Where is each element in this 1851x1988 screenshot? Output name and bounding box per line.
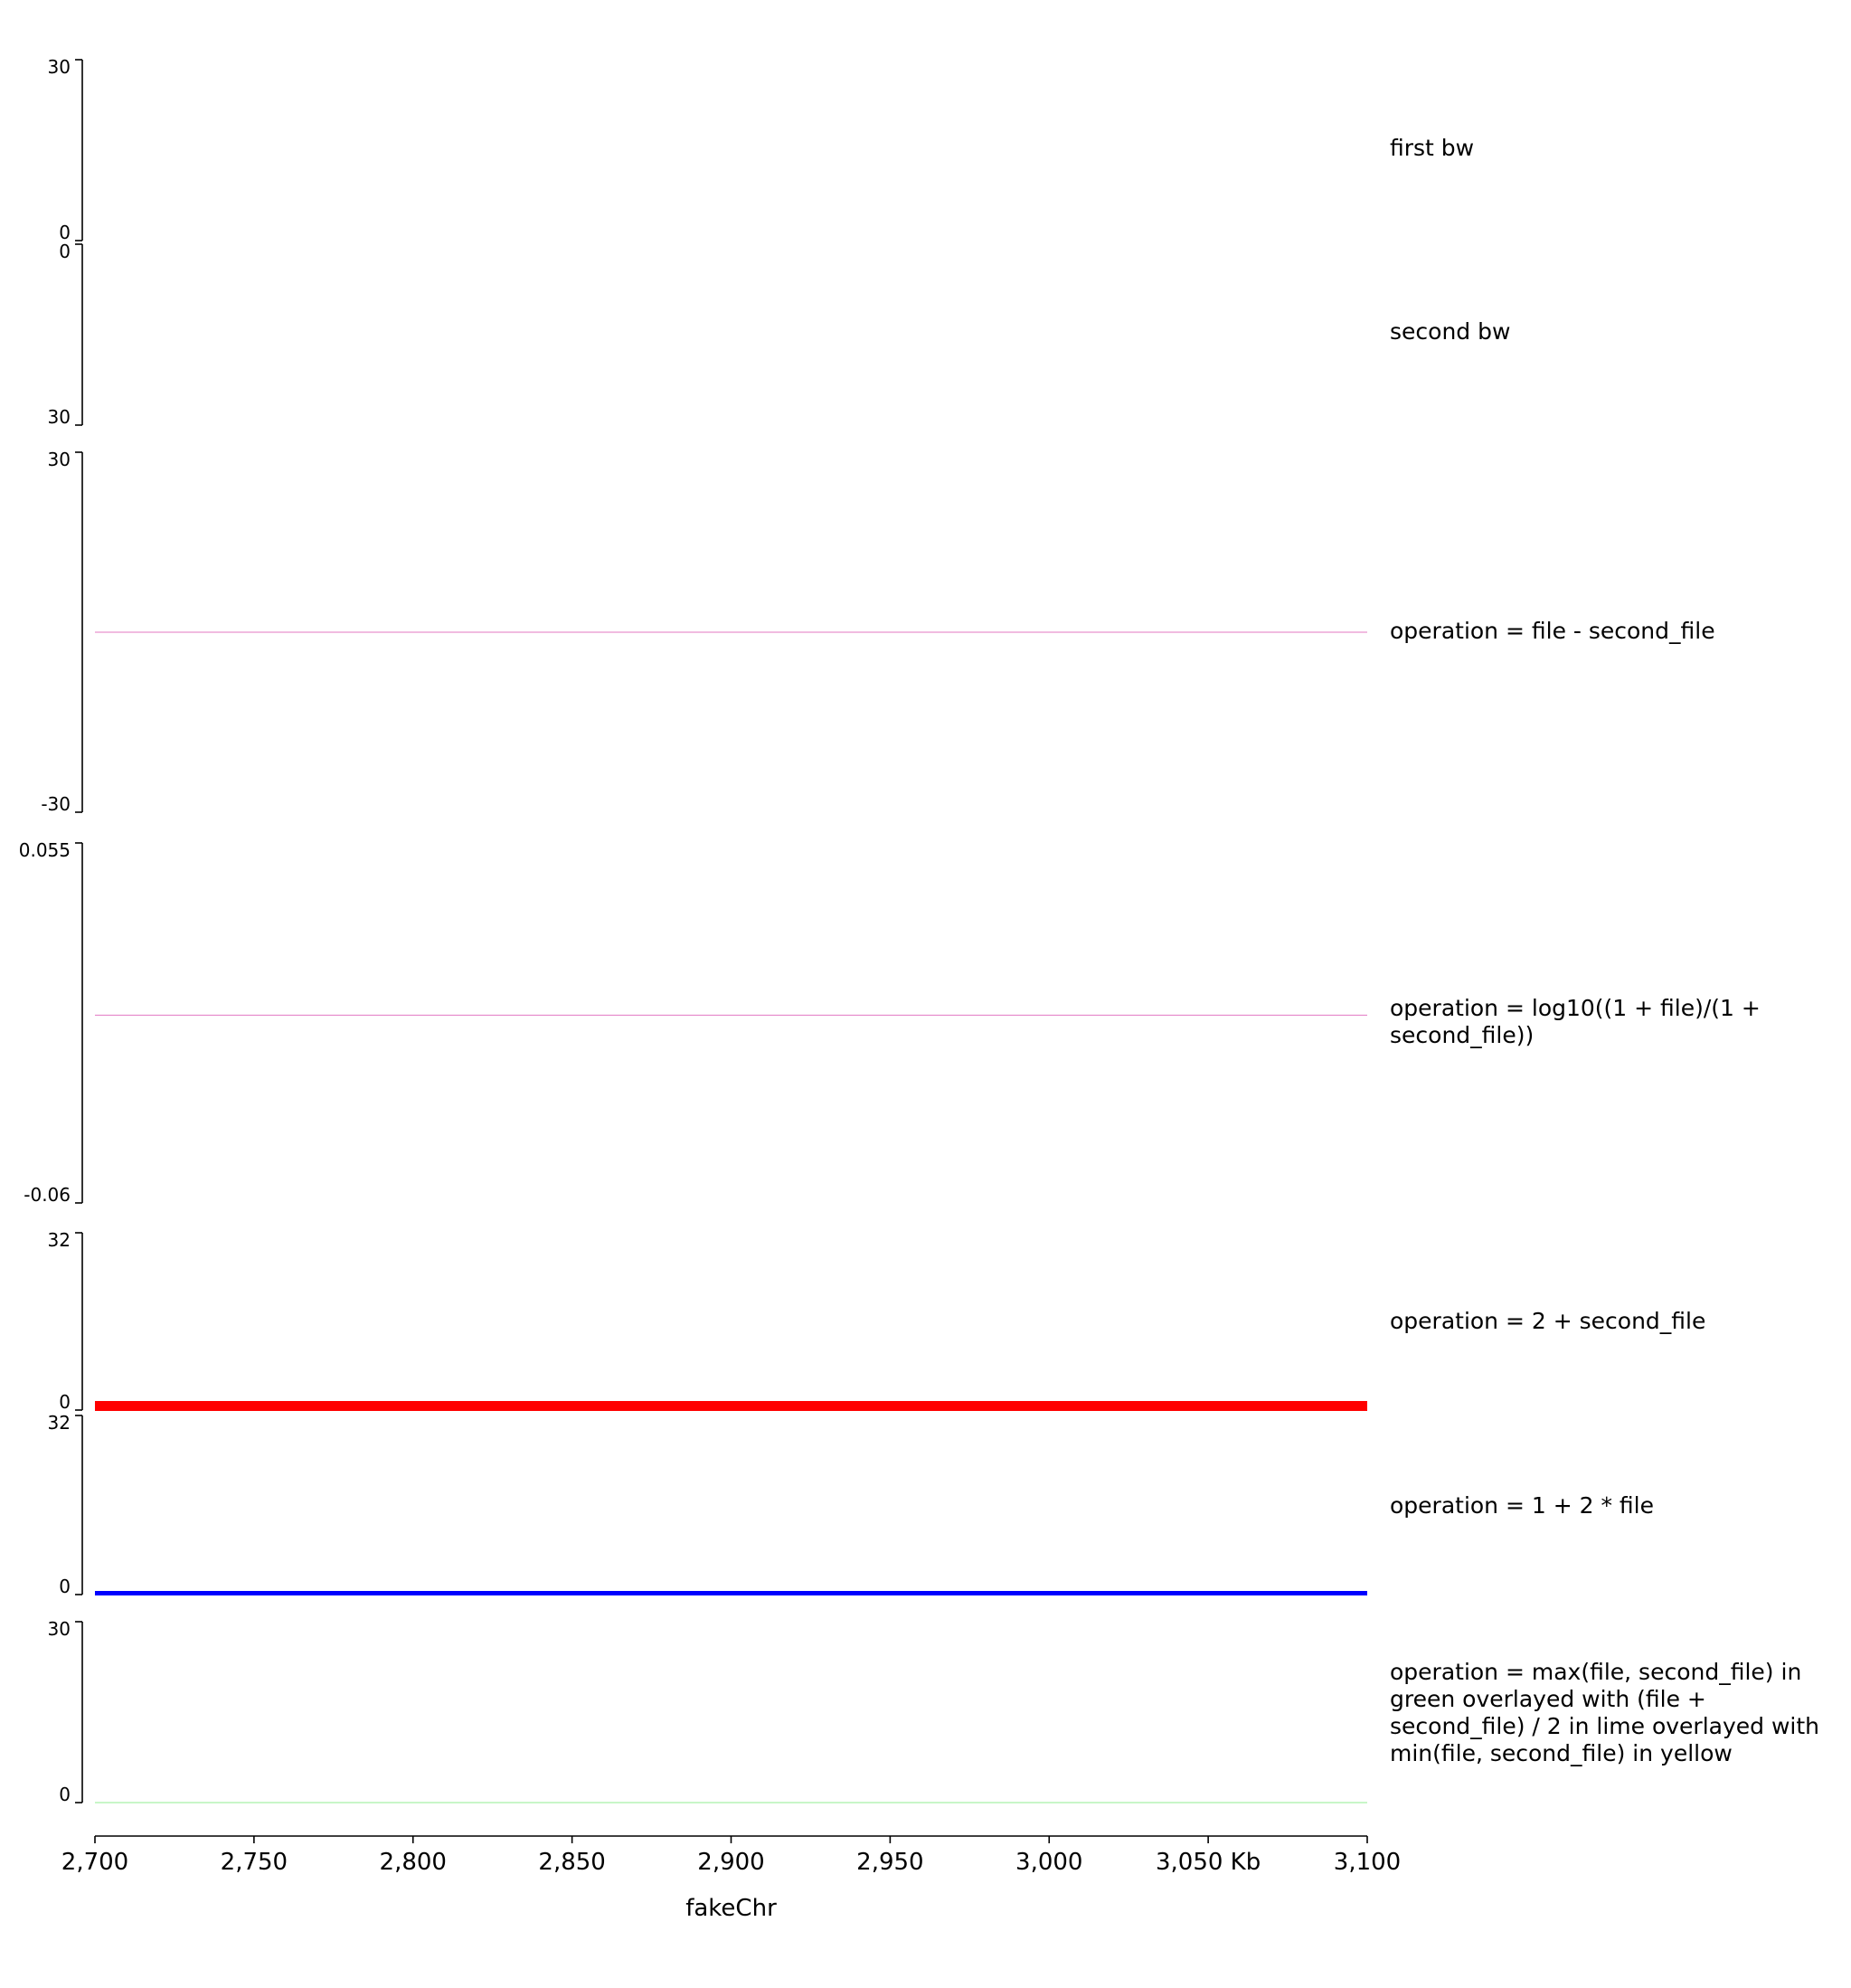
x-tick-label: 3,100 <box>1334 1849 1401 1876</box>
x-tick-label: 2,750 <box>221 1849 288 1876</box>
x-tick-label: 3,000 <box>1015 1849 1082 1876</box>
track-title: operation = log10((1 + file)/(1 + second… <box>1390 995 1761 1048</box>
y-tick-label-bottom: 30 <box>48 406 71 428</box>
y-tick-label-bottom: -0.06 <box>24 1184 71 1206</box>
y-tick-label-bottom: -30 <box>41 793 71 815</box>
track-title: operation = max(file, second_file) in gr… <box>1390 1659 1820 1766</box>
y-tick-label-bottom: 0 <box>59 1784 71 1805</box>
y-tick-label-top: 30 <box>48 449 71 470</box>
track-title: operation = 1 + 2 * file <box>1390 1492 1654 1519</box>
y-tick-label-top: 32 <box>48 1229 71 1251</box>
x-axis-title: fakeChr <box>685 1895 777 1922</box>
y-tick-label-bottom: 0 <box>59 1576 71 1597</box>
track-title: second bw <box>1390 318 1511 345</box>
track-title: operation = file - second_file <box>1390 618 1715 644</box>
y-tick-label-top: 0.055 <box>19 839 71 861</box>
track-title: first bw <box>1390 135 1475 161</box>
y-tick-label-top: 32 <box>48 1412 71 1434</box>
x-tick-label: 2,700 <box>61 1849 128 1876</box>
y-tick-label-bottom: 0 <box>59 1391 71 1413</box>
y-tick-label-bottom: 0 <box>59 222 71 243</box>
x-tick-label: 2,950 <box>856 1849 923 1876</box>
x-tick-label: 2,900 <box>697 1849 764 1876</box>
track-title: operation = 2 + second_file <box>1390 1308 1706 1334</box>
y-tick-label-top: 30 <box>48 56 71 78</box>
x-tick-label: 2,850 <box>538 1849 605 1876</box>
x-tick-label: 3,050 Kb <box>1156 1849 1261 1876</box>
y-tick-label-top: 30 <box>48 1618 71 1640</box>
x-tick-label: 2,800 <box>380 1849 447 1876</box>
y-tick-label-top: 0 <box>59 241 71 262</box>
